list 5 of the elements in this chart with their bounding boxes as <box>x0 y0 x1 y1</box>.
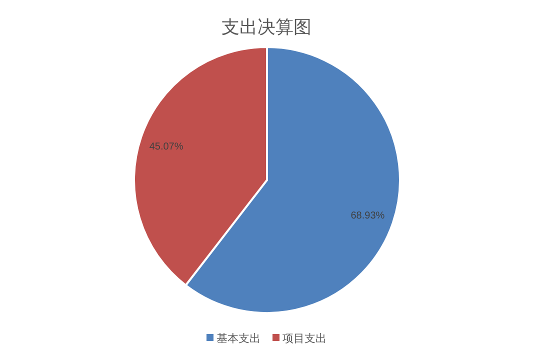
data-label: 45.07% <box>149 142 184 153</box>
chart-title: 支出决算图 <box>222 17 312 37</box>
legend-label: 基本支出 <box>216 332 260 345</box>
data-label: 68.93% <box>350 210 385 222</box>
legend-label: 项目支出 <box>282 332 326 345</box>
